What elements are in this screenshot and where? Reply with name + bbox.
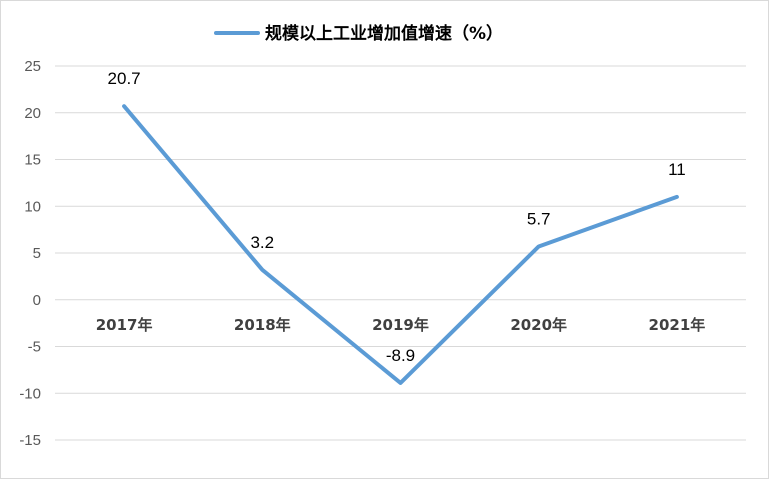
x-category-label: 2020年	[510, 316, 567, 334]
legend-label: 规模以上工业增加值增速（%）	[265, 23, 503, 44]
y-tick-label: 10	[24, 198, 41, 215]
data-label: 20.7	[108, 69, 141, 88]
y-tick-label: 15	[24, 152, 41, 169]
y-tick-label: -5	[28, 339, 41, 356]
x-category-label: 2017年	[96, 316, 153, 334]
y-tick-label: 25	[24, 58, 41, 75]
x-category-label: 2019年	[372, 316, 429, 334]
y-tick-label: -10	[19, 385, 41, 402]
series-lines	[122, 104, 679, 385]
y-tick-label: 20	[24, 105, 41, 122]
x-category-label: 2021年	[649, 316, 706, 334]
data-label: 3.2	[250, 233, 274, 252]
y-tick-label: -15	[19, 432, 41, 449]
data-label: 5.7	[527, 209, 551, 228]
legend: 规模以上工业增加值增速（%）	[214, 23, 503, 44]
x-category-label: 2018年	[234, 316, 291, 334]
y-axis-tick-labels: 25 20 15 10 5 0 -5 -10 -15	[19, 58, 41, 449]
data-label: 11	[668, 160, 686, 179]
data-label: -8.9	[386, 346, 415, 365]
y-tick-label: 5	[33, 245, 41, 262]
series-line	[122, 104, 679, 385]
x-axis-category-labels: 2017年 2018年 2019年 2020年 2021年	[96, 316, 706, 334]
data-labels: 20.7 3.2 -8.9 5.7 11	[108, 69, 686, 365]
y-tick-label: 0	[33, 292, 41, 309]
